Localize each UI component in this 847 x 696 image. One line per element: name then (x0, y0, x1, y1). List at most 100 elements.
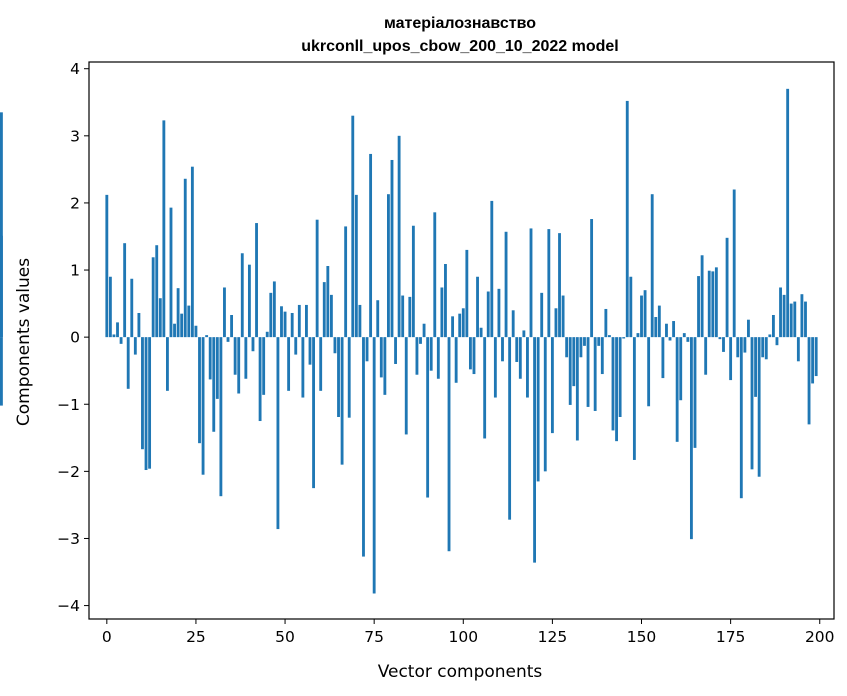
bar (401, 295, 405, 338)
bar (558, 233, 561, 338)
bar (215, 337, 219, 399)
bar (550, 337, 554, 434)
bar (693, 337, 697, 448)
bar (329, 294, 333, 338)
bar (258, 337, 262, 422)
bar (757, 337, 761, 477)
bar (0, 235, 3, 338)
bar (686, 337, 690, 342)
bar (237, 337, 241, 394)
bar (493, 337, 497, 398)
bar (244, 337, 248, 379)
bar (796, 337, 800, 362)
bar (554, 308, 558, 338)
bar (315, 219, 319, 338)
bar (105, 194, 109, 338)
bar (750, 337, 754, 470)
bar (479, 327, 483, 338)
bar (679, 337, 683, 401)
bar (394, 337, 397, 364)
y-tick-label: −1 (57, 396, 80, 414)
bar (112, 334, 116, 338)
bar (180, 313, 184, 338)
bar (411, 225, 415, 338)
bar (0, 337, 3, 406)
bar (183, 178, 187, 338)
x-tick-label: 200 (805, 628, 835, 646)
y-axis: 4 3 2 1 0 −1 −2 −3 −4 (57, 60, 89, 615)
bar (173, 323, 176, 338)
bar (141, 337, 144, 450)
bar (789, 303, 793, 338)
bar (447, 337, 451, 552)
bar (811, 337, 815, 384)
bar (536, 337, 540, 482)
x-tick-label: 175 (716, 628, 746, 646)
bar (308, 337, 312, 365)
bars-group (0, 88, 818, 594)
bar (397, 135, 401, 338)
bar (440, 287, 444, 338)
bar (583, 337, 586, 346)
bar (426, 337, 430, 498)
x-tick-label: 50 (275, 628, 295, 646)
bar (337, 337, 340, 417)
bar (768, 334, 772, 338)
bar (465, 249, 469, 338)
chart-title: матеріалознавство (384, 15, 536, 32)
bar (198, 337, 201, 444)
bar (490, 200, 494, 338)
bar (294, 337, 298, 355)
bar (472, 337, 476, 375)
bar (707, 270, 711, 338)
bar (779, 287, 782, 338)
bar (476, 276, 479, 338)
bar (675, 337, 679, 442)
bar (533, 337, 536, 563)
bar (290, 312, 294, 338)
bar (565, 337, 569, 358)
bar (415, 337, 419, 375)
bar (593, 337, 597, 411)
bar (269, 292, 273, 338)
bar (700, 255, 704, 338)
y-tick-label: 2 (70, 194, 80, 212)
bar (148, 337, 152, 469)
bar (618, 337, 622, 417)
bar (661, 337, 665, 379)
bar (119, 337, 123, 344)
bar (668, 337, 672, 341)
bar (682, 333, 686, 338)
bar (333, 337, 337, 354)
bar (126, 337, 130, 389)
bar (358, 304, 362, 338)
bar (743, 337, 747, 353)
bar (732, 189, 736, 338)
bar (515, 337, 519, 362)
bar (501, 337, 504, 362)
bar (800, 294, 804, 338)
bar (344, 226, 348, 338)
bar (625, 100, 629, 338)
bar (219, 337, 223, 497)
plot-frame (88, 61, 835, 620)
x-tick-label: 25 (186, 628, 206, 646)
bar (429, 337, 433, 371)
chart-subtitle: ukrconll_upos_cbow_200_10_2022 model (301, 38, 618, 55)
bar (636, 333, 640, 338)
bar (568, 337, 572, 405)
bar (725, 237, 729, 338)
bar (108, 276, 112, 338)
bar (782, 294, 786, 338)
bar (497, 288, 501, 338)
bar (362, 337, 365, 557)
bar (383, 337, 387, 395)
bar (0, 112, 3, 338)
bar (597, 337, 601, 346)
bar (369, 153, 373, 338)
bar (287, 337, 291, 391)
bar (718, 337, 722, 340)
bar (301, 337, 305, 398)
bar (169, 207, 173, 338)
